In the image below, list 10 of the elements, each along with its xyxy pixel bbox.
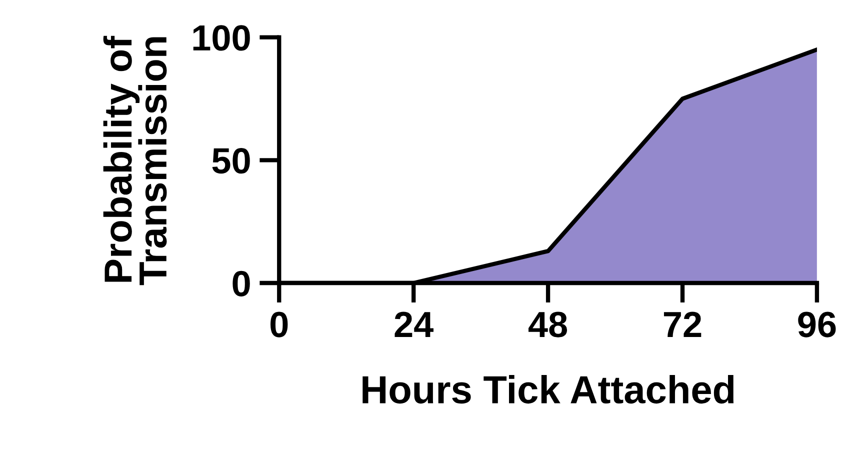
x-tick-label: 0 (270, 312, 288, 338)
x-axis-title: Hours Tick Attached (362, 375, 734, 404)
y-tick-label: 100 (193, 25, 250, 51)
x-tick-label: 96 (798, 312, 836, 338)
x-tick-label: 48 (528, 312, 568, 338)
y-tick-label: 50 (212, 148, 250, 174)
y-axis-title: Probability of Transmission (103, 36, 167, 286)
x-tick-label: 72 (664, 312, 702, 337)
y-tick-label: 0 (232, 270, 250, 296)
x-tick-label: 24 (394, 312, 434, 337)
